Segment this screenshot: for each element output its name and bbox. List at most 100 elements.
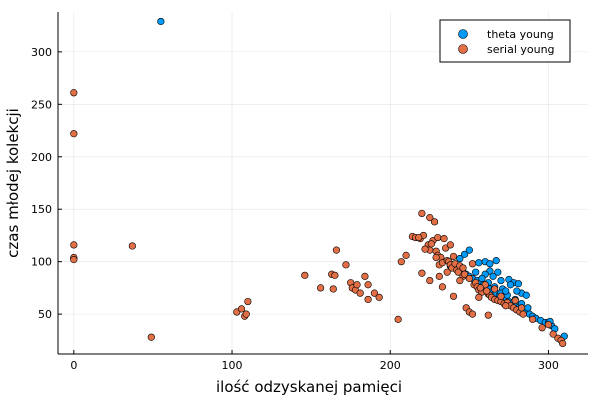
data-point xyxy=(418,209,426,218)
data-point xyxy=(559,339,567,348)
legend-box xyxy=(439,19,571,63)
data-point xyxy=(128,242,136,250)
data-point xyxy=(538,324,546,332)
x-tick-label: 200 xyxy=(380,359,401,372)
data-point xyxy=(491,285,499,293)
data-point xyxy=(147,333,155,341)
data-point xyxy=(329,285,337,293)
data-point xyxy=(456,276,464,285)
data-point xyxy=(70,255,78,264)
data-point xyxy=(237,305,246,313)
data-point xyxy=(486,260,494,268)
y-tick-label: 200 xyxy=(31,151,52,164)
data-point xyxy=(484,311,492,319)
data-point xyxy=(356,289,364,297)
data-point xyxy=(70,89,78,97)
data-point xyxy=(364,281,372,289)
data-point xyxy=(418,269,426,277)
legend-marker xyxy=(458,44,468,54)
x-tick-label: 100 xyxy=(222,359,243,372)
data-point xyxy=(494,268,502,276)
data-point xyxy=(242,310,250,318)
data-point xyxy=(476,284,485,292)
data-point xyxy=(514,280,522,288)
data-point xyxy=(70,241,78,249)
data-point xyxy=(449,252,458,261)
data-point xyxy=(440,235,448,243)
data-point xyxy=(449,292,458,300)
x-tick-label: 300 xyxy=(538,359,559,372)
y-tick-label: 250 xyxy=(31,98,52,111)
legend-entry-label: theta young xyxy=(487,28,554,41)
data-point xyxy=(460,250,469,258)
data-point xyxy=(331,271,339,279)
data-point xyxy=(544,321,553,329)
data-point xyxy=(529,315,537,323)
data-point xyxy=(157,17,165,26)
data-point xyxy=(364,295,372,304)
data-point xyxy=(370,289,379,297)
data-point xyxy=(502,302,510,310)
data-point xyxy=(421,245,429,253)
data-point xyxy=(456,254,464,263)
data-point xyxy=(478,274,486,283)
data-point xyxy=(517,304,526,312)
data-point xyxy=(511,296,519,305)
data-point xyxy=(475,259,483,267)
x-tick-label: 0 xyxy=(70,359,77,372)
y-tick-label: 50 xyxy=(38,308,52,321)
data-point xyxy=(244,297,252,306)
data-point xyxy=(361,272,369,280)
y-tick-label: 150 xyxy=(31,203,52,216)
data-point xyxy=(426,214,434,222)
data-point xyxy=(415,233,423,242)
data-point xyxy=(468,260,477,268)
data-point xyxy=(443,268,451,276)
x-axis-label: ilość odzyskanej pamięci xyxy=(216,378,402,396)
data-point xyxy=(492,257,500,265)
data-point xyxy=(446,241,454,249)
data-point xyxy=(435,272,443,280)
data-point xyxy=(70,130,78,138)
data-point xyxy=(524,304,532,312)
y-axis-label: czas młodej kolekcji xyxy=(4,108,22,258)
data-point xyxy=(426,276,434,285)
data-point xyxy=(519,310,527,318)
data-point xyxy=(483,287,491,295)
data-point xyxy=(472,268,480,276)
data-point xyxy=(506,281,515,289)
data-point xyxy=(459,264,467,272)
data-point xyxy=(332,246,341,254)
data-point xyxy=(475,293,483,301)
data-point xyxy=(502,287,510,295)
data-point xyxy=(434,233,442,242)
data-point xyxy=(497,276,505,285)
data-point xyxy=(397,258,405,266)
legend-marker xyxy=(458,29,468,39)
data-points xyxy=(70,17,568,348)
data-point xyxy=(394,315,402,323)
data-point xyxy=(522,291,530,299)
data-point xyxy=(301,271,309,279)
data-point xyxy=(402,251,410,259)
data-point xyxy=(549,330,557,338)
y-tick-label: 300 xyxy=(31,46,52,59)
legend: theta young serial young xyxy=(439,19,571,63)
data-point xyxy=(375,293,383,301)
data-point xyxy=(353,281,361,289)
data-point xyxy=(513,287,521,295)
data-point xyxy=(427,240,435,248)
data-point xyxy=(430,218,439,226)
data-point xyxy=(497,292,505,300)
y-tick-label: 100 xyxy=(31,256,52,269)
axes: 0 100 200 300 50 100 150 200 250 300 xyxy=(31,12,588,372)
data-point xyxy=(465,274,473,283)
data-point xyxy=(438,283,447,291)
data-point xyxy=(468,310,477,318)
data-point xyxy=(342,261,350,269)
data-point xyxy=(317,284,325,292)
data-point xyxy=(465,246,473,254)
data-point xyxy=(489,272,497,280)
data-point xyxy=(432,253,440,262)
